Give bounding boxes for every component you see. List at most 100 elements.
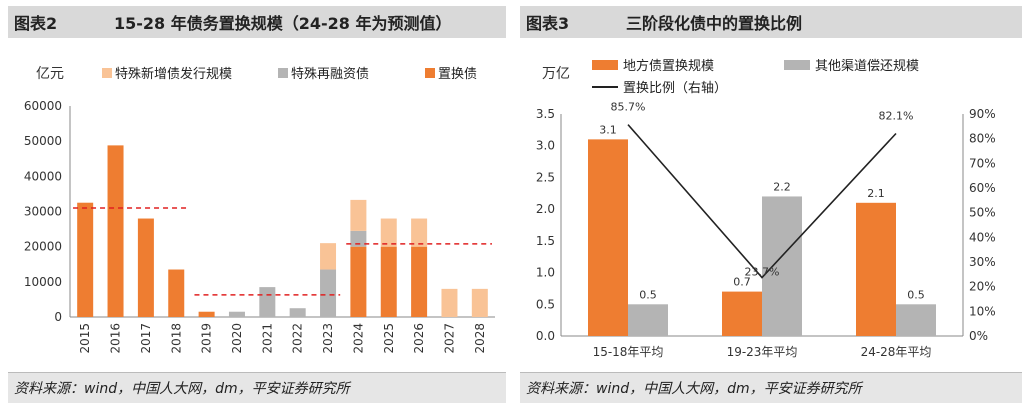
left-x-tick-label: 2024 xyxy=(351,323,365,354)
left-bar-segment xyxy=(441,288,458,317)
left-bar-segment xyxy=(168,269,185,317)
left-x-tick-label: 2027 xyxy=(442,323,456,354)
right-bar-other-channel xyxy=(628,304,668,336)
left-bar-segment xyxy=(107,145,124,317)
left-bar-segment xyxy=(411,246,428,317)
left-x-tick-label: 2020 xyxy=(230,323,244,354)
left-bar-segment xyxy=(380,246,397,317)
left-y-tick-label: 60000 xyxy=(24,99,62,113)
left-y-tick-label: 10000 xyxy=(24,275,62,289)
left-bar-segment xyxy=(320,243,337,270)
left-x-tick-label: 2028 xyxy=(473,323,487,354)
right-figure-label: 图表3 xyxy=(526,14,570,33)
right-bar-other-channel xyxy=(762,196,802,336)
right-y-tick-label: 2.5 xyxy=(536,170,555,184)
right-legend-label: 置换比例（右轴） xyxy=(623,81,727,96)
right-bar-other-channel xyxy=(896,304,936,336)
left-legend-swatch xyxy=(425,68,435,78)
right-legend-label: 其他渠道偿还规模 xyxy=(815,59,919,74)
right-bar-data-label: 0.7 xyxy=(733,276,751,289)
left-y-unit: 亿元 xyxy=(36,66,64,82)
left-chart-title: 15-28 年债务置换规模（24-28 年为预测值） xyxy=(114,14,452,33)
right-ratio-label: 82.1% xyxy=(879,109,914,122)
right-legend-swatch xyxy=(592,60,618,70)
right-bar-data-label: 2.2 xyxy=(773,180,791,193)
right-y2-tick-label: 80% xyxy=(969,132,996,146)
right-bar-local-debt xyxy=(722,291,762,336)
left-legend-label: 特殊再融资债 xyxy=(291,67,369,82)
left-bar-segment xyxy=(471,288,488,317)
left-x-tick-label: 2016 xyxy=(109,323,123,354)
left-x-tick-label: 2015 xyxy=(78,323,92,354)
left-bar-segment xyxy=(77,202,94,317)
left-y-tick-label: 0 xyxy=(54,310,62,324)
right-y2-tick-label: 30% xyxy=(969,255,996,269)
right-ratio-line xyxy=(627,124,897,279)
right-y-tick-label: 1.0 xyxy=(536,266,555,280)
right-y-tick-label: 1.5 xyxy=(536,234,555,248)
right-legend-swatch xyxy=(784,60,810,70)
right-y2-tick-label: 20% xyxy=(969,280,996,294)
left-bar-segment xyxy=(320,269,337,317)
left-x-tick-label: 2022 xyxy=(291,323,305,354)
left-legend-label: 置换债 xyxy=(438,67,477,82)
right-y-tick-label: 2.0 xyxy=(536,202,555,216)
left-title-bar: 图表2 15-28 年债务置换规模（24-28 年为预测值） xyxy=(8,6,506,38)
right-y2-tick-label: 50% xyxy=(969,206,996,220)
left-y-tick-label: 30000 xyxy=(24,205,62,219)
left-bar-segment xyxy=(380,218,397,247)
left-bar-segment xyxy=(350,199,367,231)
right-legend-label: 地方债置换规模 xyxy=(623,58,714,74)
left-x-tick-label: 2019 xyxy=(200,323,214,354)
left-y-tick-label: 40000 xyxy=(24,169,62,183)
left-bar-segment xyxy=(198,311,215,317)
right-y2-tick-label: 70% xyxy=(969,156,996,170)
left-figure-label: 图表2 xyxy=(14,14,58,33)
right-y2-tick-label: 60% xyxy=(969,181,996,195)
right-x-tick-label: 24-28年平均 xyxy=(861,345,932,359)
right-ratio-label: 85.7% xyxy=(611,101,646,114)
left-y-tick-label: 20000 xyxy=(24,240,62,254)
left-bar-chart: 亿元 特殊新增债发行规模 特殊再融资债 置换债 0 10000 20000 30000 4000… xyxy=(24,66,495,354)
right-x-tick-label: 15-18年平均 xyxy=(593,345,664,359)
left-x-tick-label: 2023 xyxy=(321,323,335,354)
left-x-tick-label: 2025 xyxy=(382,323,396,354)
left-legend-label: 特殊新增债发行规模 xyxy=(115,66,232,82)
left-x-tick-label: 2017 xyxy=(139,323,153,354)
right-chart-title: 三阶段化债中的置换比例 xyxy=(626,14,803,33)
right-bar-data-label: 2.1 xyxy=(867,187,885,200)
right-title-bar: 图表3 三阶段化债中的置换比例 xyxy=(520,6,1022,38)
right-y-tick-label: 0.0 xyxy=(536,329,555,343)
left-legend-swatch xyxy=(278,68,288,78)
right-bar-data-label: 0.5 xyxy=(907,288,925,301)
left-x-tick-label: 2018 xyxy=(169,323,183,354)
left-bar-segment xyxy=(259,287,276,317)
left-bar-segment xyxy=(289,308,306,317)
right-y-tick-label: 0.5 xyxy=(536,297,555,311)
right-y2-tick-label: 40% xyxy=(969,230,996,244)
right-y2-tick-label: 10% xyxy=(969,304,996,318)
right-chart-panel: 图表3 三阶段化债中的置换比例 万亿 地方债置换规模 其他渠道偿还规模置换比例（右轴… xyxy=(512,0,1024,407)
right-y-unit: 万亿 xyxy=(542,66,570,82)
left-x-tick-label: 2021 xyxy=(260,323,274,354)
left-bar-segment xyxy=(228,311,245,317)
right-y-tick-label: 3.5 xyxy=(536,107,555,121)
right-ratio-label: 23.7% xyxy=(745,266,780,279)
left-bar-segment xyxy=(137,218,154,317)
right-y2-tick-label: 0% xyxy=(969,329,988,343)
left-x-tick-label: 2026 xyxy=(412,323,426,354)
right-bar-local-debt xyxy=(856,202,896,336)
right-y2-tick-label: 90% xyxy=(969,107,996,121)
right-bar-data-label: 3.1 xyxy=(599,123,617,136)
left-bar-segment xyxy=(350,230,367,247)
left-chart-panel: 图表2 15-28 年债务置换规模（24-28 年为预测值） 亿元 特殊新增债发行… xyxy=(0,0,508,407)
right-y-tick-label: 3.0 xyxy=(536,139,555,153)
left-y-tick-label: 50000 xyxy=(24,134,62,148)
right-bar-data-label: 0.5 xyxy=(639,288,657,301)
left-bar-segment xyxy=(411,218,428,247)
right-source-note: 资料来源：wind，中国人大网，dm，平安证券研究所 xyxy=(520,372,1022,403)
right-bar-local-debt xyxy=(588,139,628,336)
left-bar-segment xyxy=(350,246,367,317)
left-legend-swatch xyxy=(102,68,112,78)
